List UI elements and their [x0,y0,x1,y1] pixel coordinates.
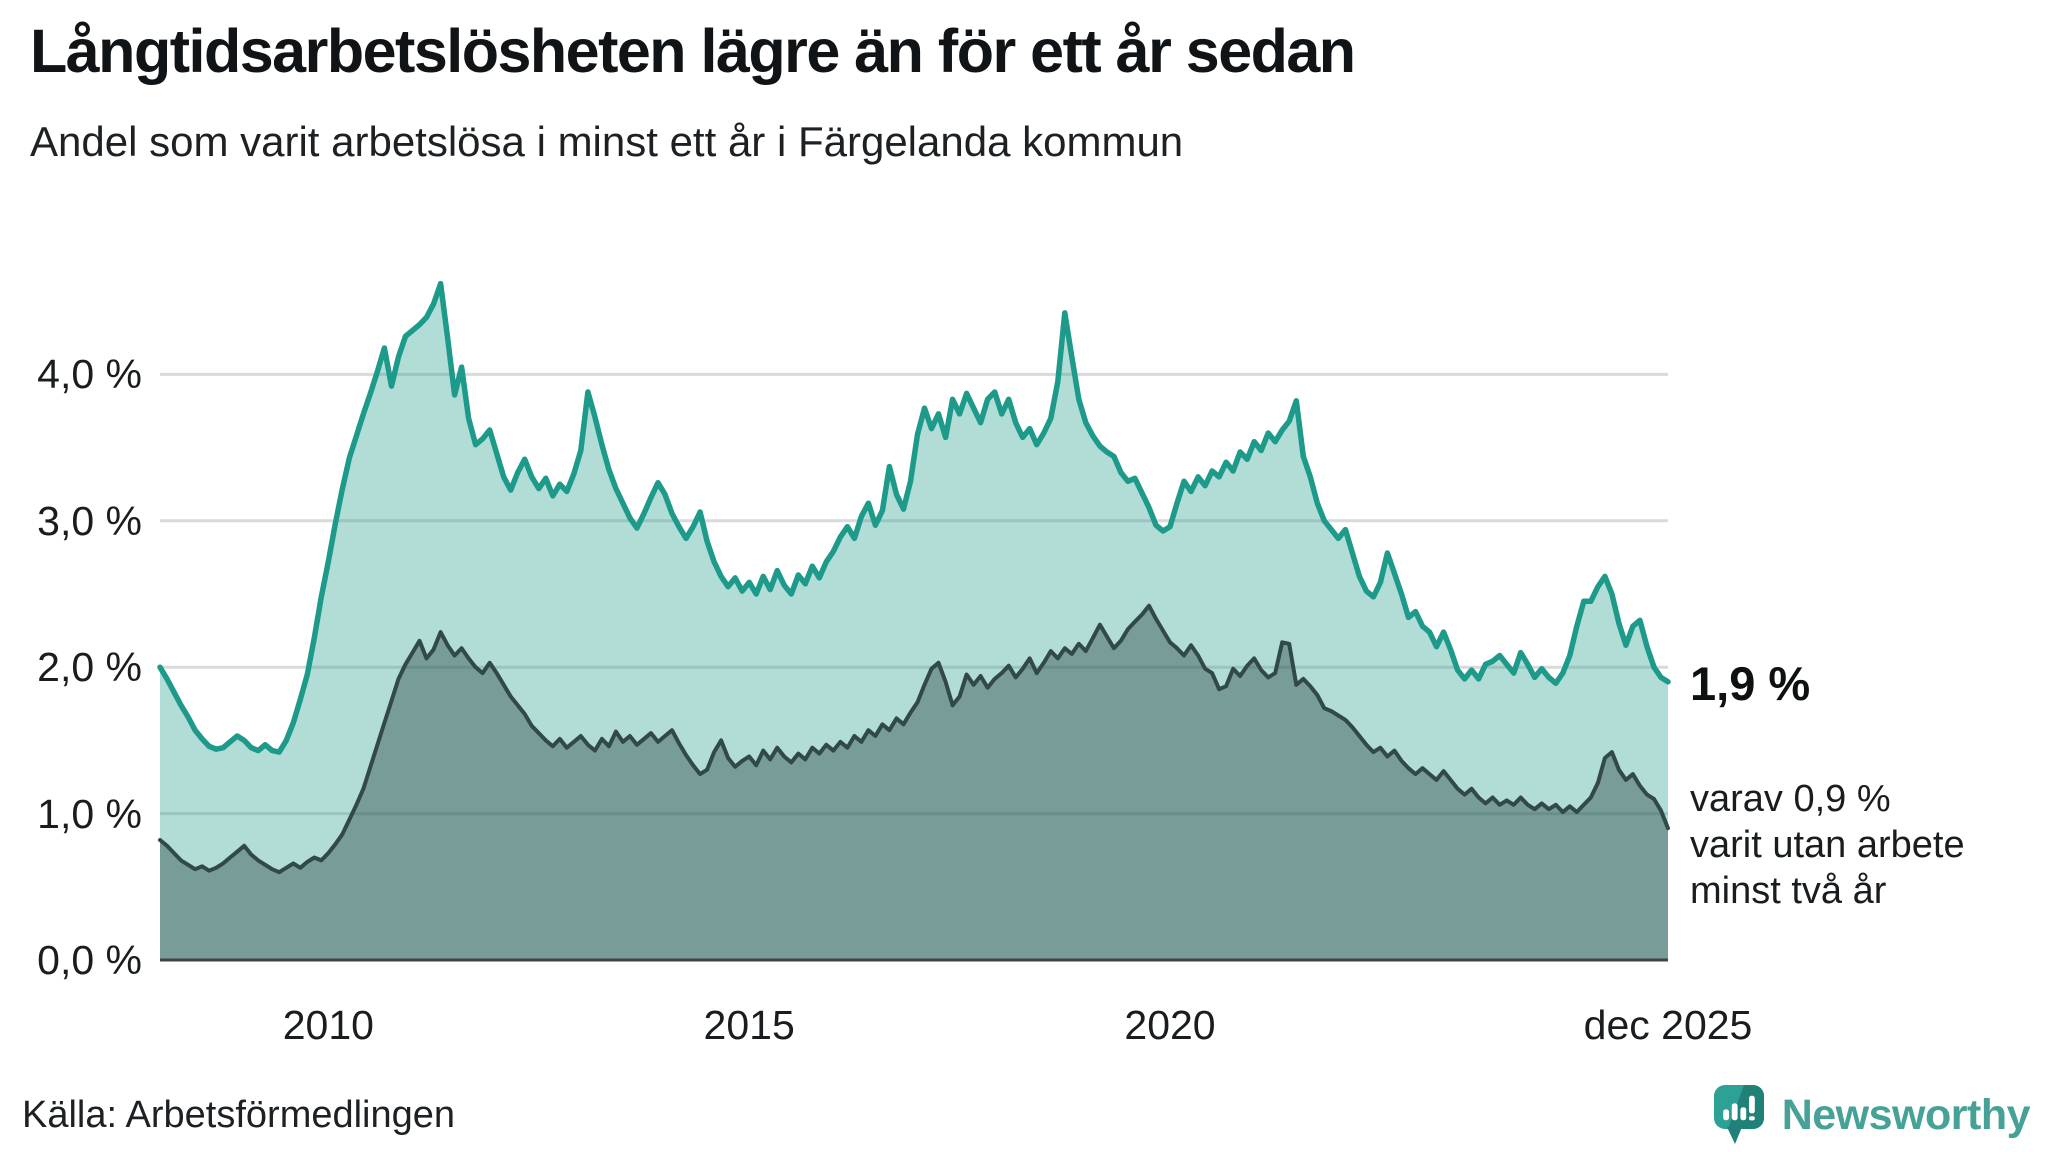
x-tick-label: 2015 [703,1002,795,1048]
gridlines [160,372,1668,816]
series-end-value-label: 1,9 % [1690,657,1811,710]
area-series-2yr [160,605,1668,960]
x-tick-label: 2020 [1124,1002,1216,1048]
x-tick-label: 2010 [282,1002,374,1048]
sub-annotation-line-1: varav 0,9 % [1690,778,1891,820]
y-tick-label: 2,0 % [37,644,142,691]
brand-name: Newsworthy [1781,1090,2031,1139]
sub-annotation-line-2: varit utan arbete [1690,824,1965,866]
y-tick-label: 1,0 % [37,790,142,837]
sub-annotation-line-3: minst två år [1690,870,1887,912]
x-tick-label: dec 2025 [1583,1002,1753,1048]
y-tick-label: 3,0 % [37,497,142,544]
brand-logo: Newsworthy [1710,1082,2031,1148]
line-series-1yr [157,280,1671,755]
line-series-2yr [158,603,1670,875]
newsworthy-logo-icon [1713,1085,1764,1144]
series-sub-annotation: varav 0,9 % varit utan arbete minst två … [1690,776,1965,914]
y-tick-label: 4,0 % [37,351,142,398]
page-title: Långtidsarbetslösheten lägre än för ett … [30,17,1356,85]
y-tick-label: 0,0 % [37,937,142,983]
area-series-1yr [160,283,1668,961]
source-credit: Källa: Arbetsförmedlingen [22,1094,456,1136]
page-subtitle: Andel som varit arbetslösa i minst ett å… [30,118,1184,165]
